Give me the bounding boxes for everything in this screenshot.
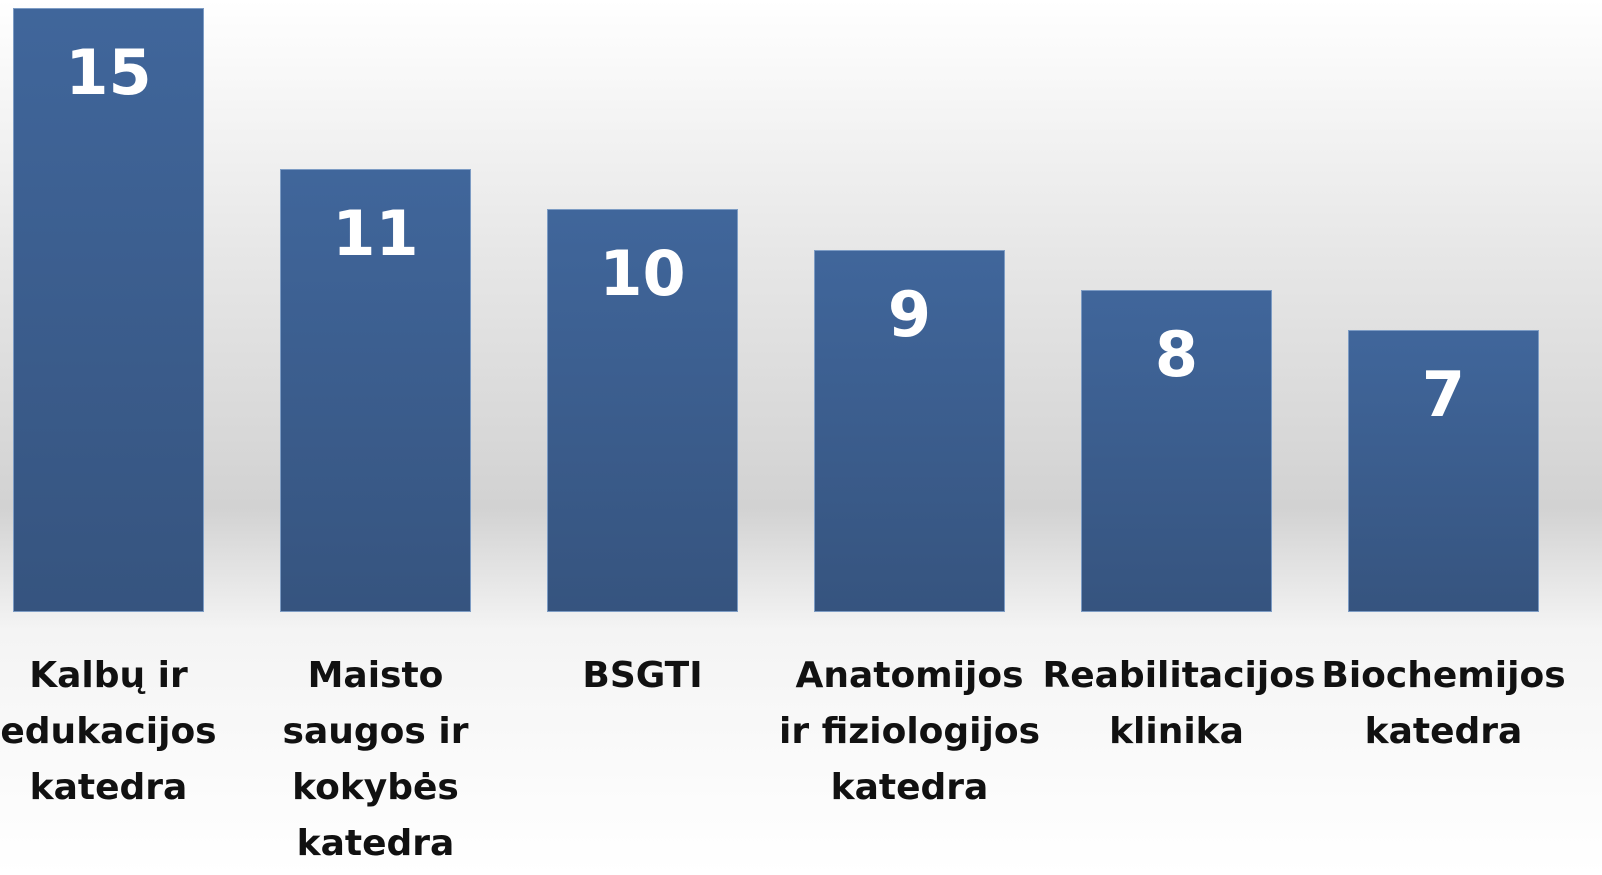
x-tick-label: Kalbų ir edukacijos katedra [0,655,217,808]
bar [1348,330,1539,612]
x-tick-label: Biochemijos katedra [1321,655,1566,752]
value-label: 10 [599,237,686,311]
value-label: 8 [1154,317,1199,391]
bar [1081,289,1272,612]
bar [547,209,738,612]
x-tick-label: BSGTI [582,655,703,696]
x-tick-label: Anatomijos ir fiziologijos katedra [778,655,1041,808]
bar [814,249,1005,612]
bar [13,8,204,612]
value-label: 7 [1421,358,1466,432]
value-label: 9 [887,277,932,351]
x-tick-label: Reabilitacijos klinika [1042,655,1316,752]
bar [280,169,471,612]
x-tick-label: Maisto saugos ir kokybės katedra [282,655,469,864]
value-label: 11 [332,197,419,271]
value-label: 15 [65,36,152,109]
